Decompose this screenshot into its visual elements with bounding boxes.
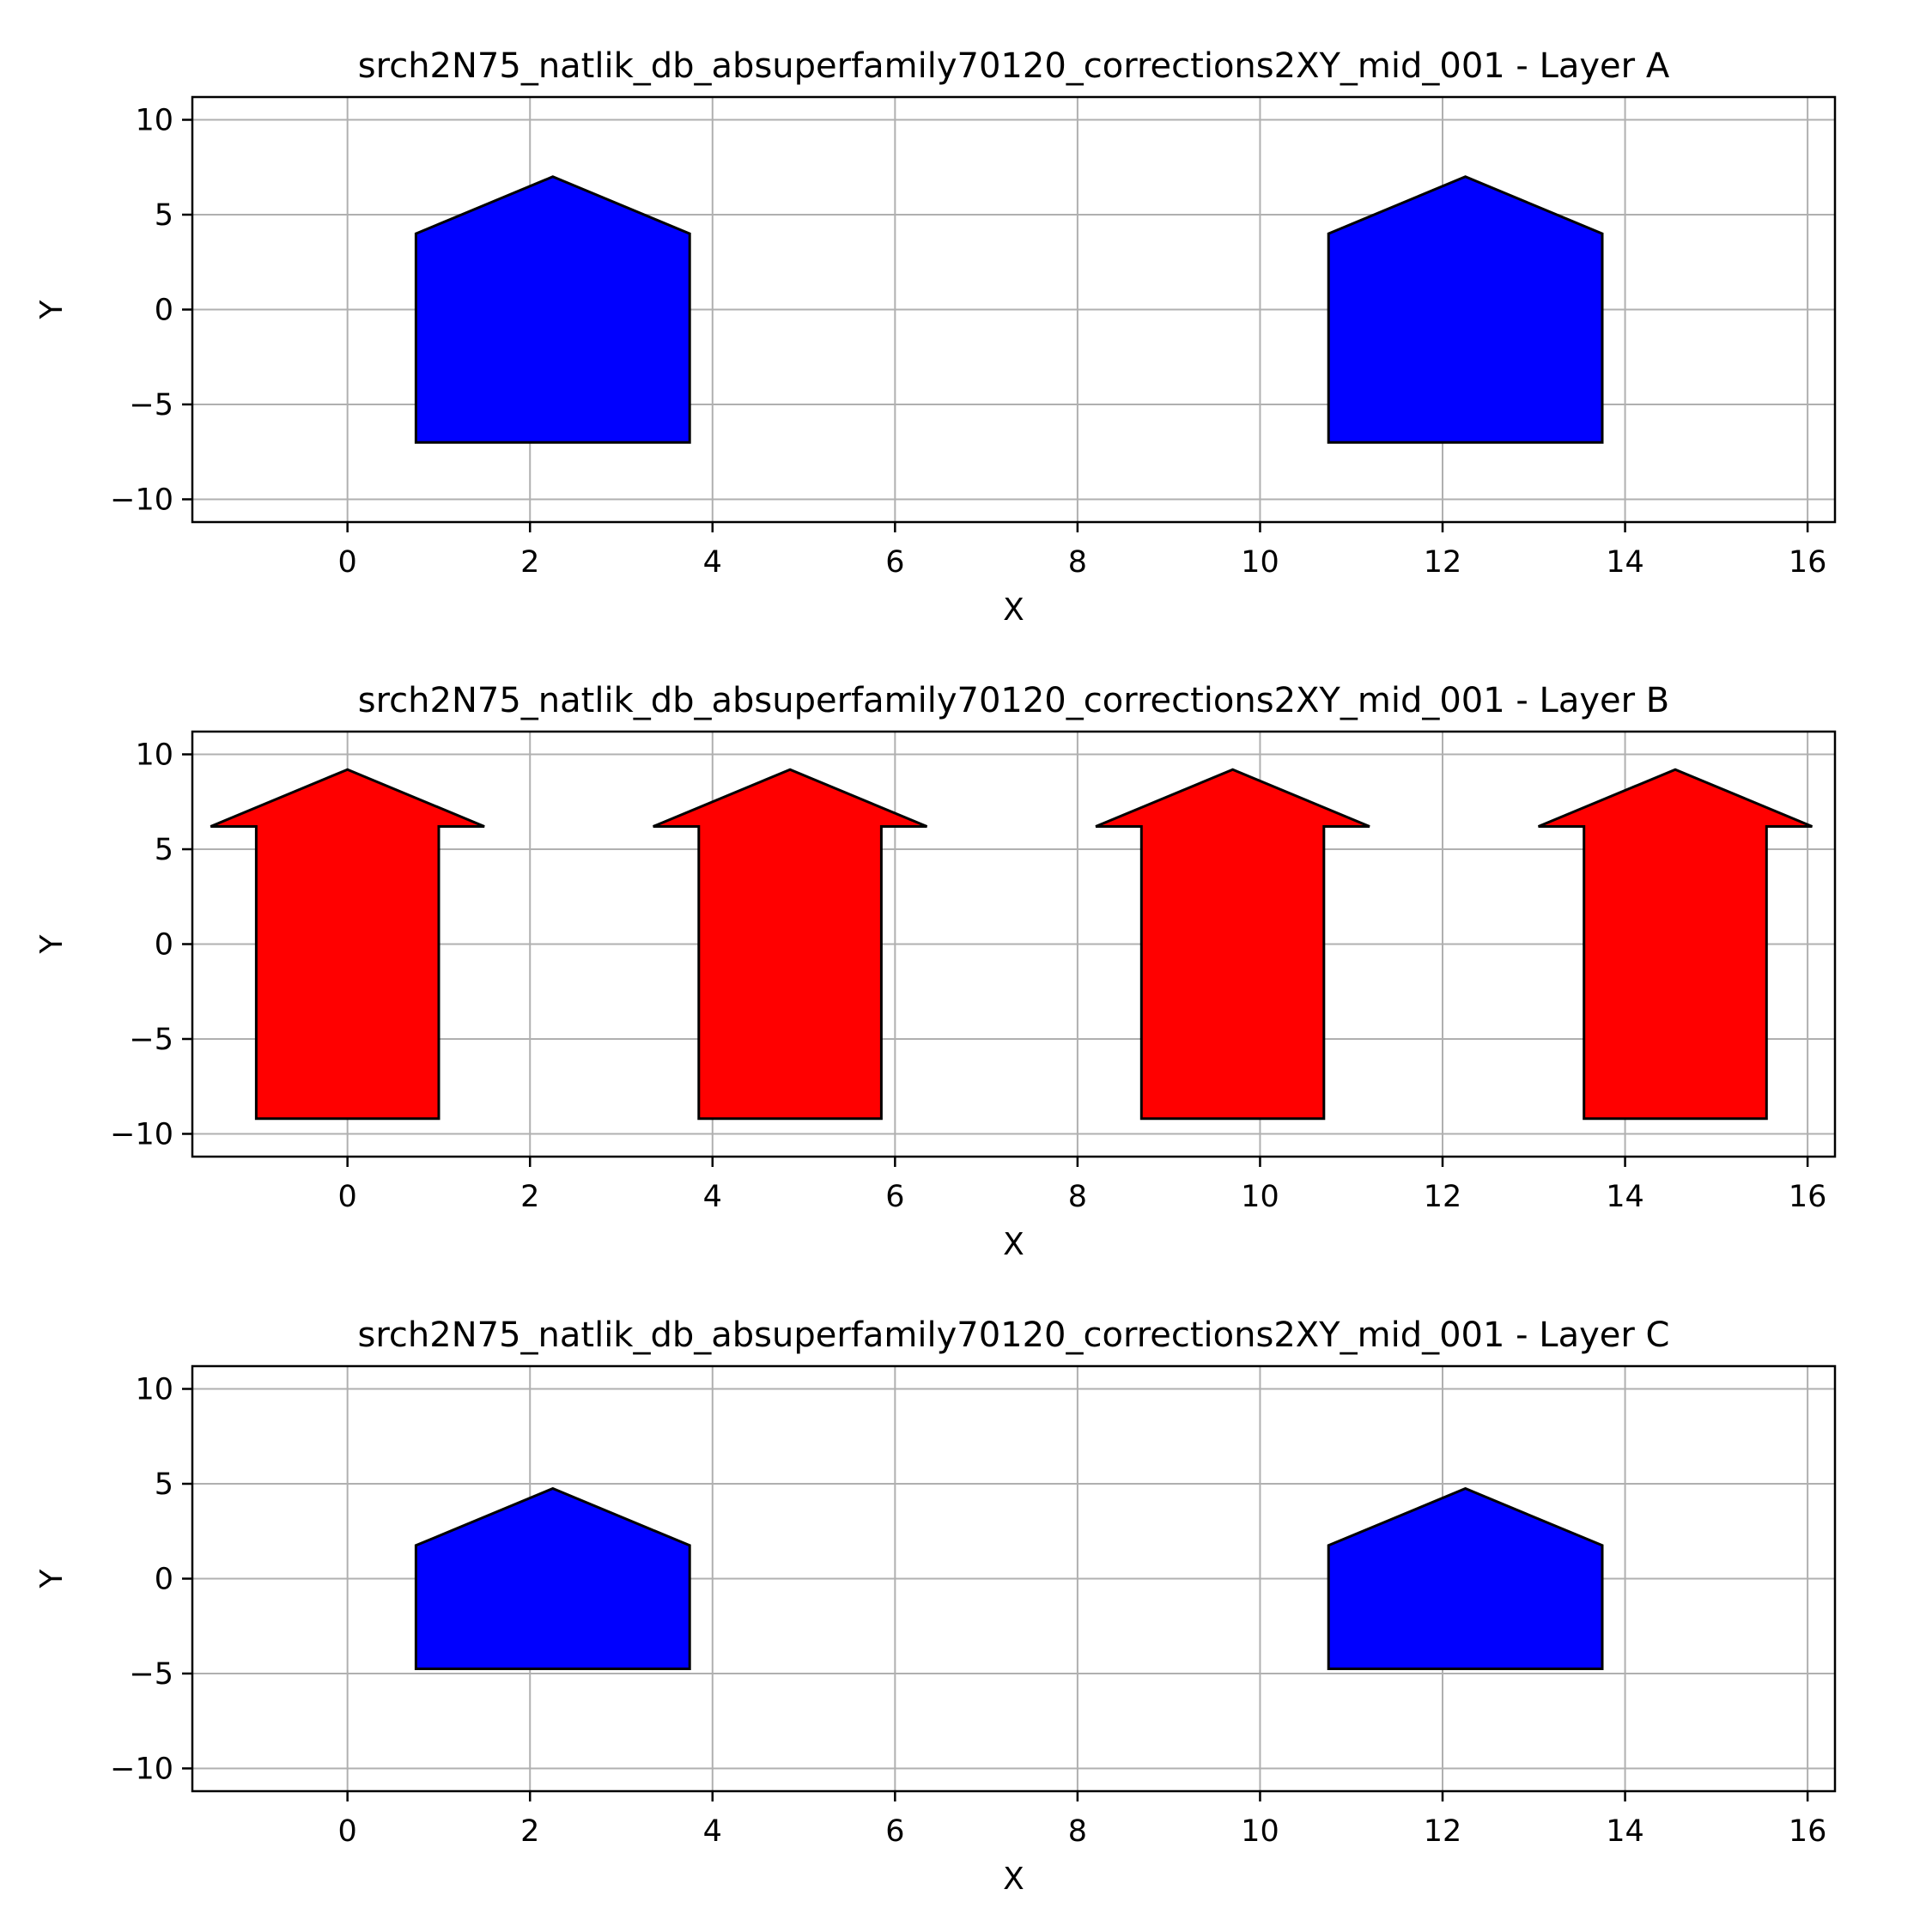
x-tick-label: 4 [703, 1180, 722, 1214]
chart-title: srch2N75_natlik_db_absuperfamily70120_co… [358, 1315, 1670, 1355]
x-tick-label: 16 [1789, 1814, 1827, 1849]
y-tick-label: 0 [155, 294, 173, 328]
x-tick-label: 12 [1424, 1180, 1462, 1214]
x-axis-label: X [1003, 1862, 1024, 1897]
x-tick-label: 14 [1606, 1814, 1644, 1849]
chart-title: srch2N75_natlik_db_absuperfamily70120_co… [358, 681, 1669, 720]
x-tick-label: 4 [703, 1814, 722, 1849]
subplot-3: srch2N75_natlik_db_absuperfamily70120_co… [34, 1315, 1837, 1897]
y-tick-label: 10 [135, 1373, 173, 1407]
x-tick-label: 10 [1241, 1814, 1279, 1849]
y-axis-label: Y [34, 1569, 70, 1589]
x-tick-label: 12 [1424, 1814, 1462, 1849]
x-tick-label: 8 [1068, 1814, 1087, 1849]
x-tick-label: 8 [1068, 545, 1087, 580]
x-tick-label: 8 [1068, 1180, 1087, 1214]
y-tick-label: 10 [135, 738, 173, 773]
y-tick-label: −10 [110, 1117, 173, 1151]
x-tick-label: 0 [338, 1814, 357, 1849]
x-tick-label: 0 [338, 545, 357, 580]
y-tick-label: −5 [129, 388, 173, 422]
y-tick-label: 0 [155, 1563, 173, 1597]
y-tick-label: −10 [110, 483, 173, 517]
chart-title: srch2N75_natlik_db_absuperfamily70120_co… [358, 46, 1670, 86]
x-tick-label: 2 [520, 1814, 539, 1849]
x-tick-label: 0 [338, 1180, 357, 1214]
shape-3 [1095, 768, 1370, 1121]
x-tick-label: 4 [703, 545, 722, 580]
shape-1 [414, 1486, 691, 1670]
x-axis-label: X [1003, 1227, 1024, 1262]
x-axis-label: X [1003, 592, 1024, 628]
x-tick-label: 12 [1424, 545, 1462, 580]
shape-2 [653, 768, 928, 1121]
y-tick-label: −5 [129, 1657, 173, 1692]
x-tick-label: 14 [1606, 545, 1644, 580]
shape-1 [414, 175, 691, 444]
subplot-1: srch2N75_natlik_db_absuperfamily70120_co… [34, 46, 1837, 628]
shape-2 [1327, 175, 1604, 444]
x-tick-label: 6 [885, 1180, 904, 1214]
y-tick-label: 10 [135, 104, 173, 138]
x-tick-label: 2 [520, 1180, 539, 1214]
x-tick-label: 6 [885, 1814, 904, 1849]
shape-2 [1327, 1486, 1604, 1670]
x-tick-label: 16 [1789, 545, 1827, 580]
y-tick-label: 5 [155, 833, 173, 867]
y-tick-label: −5 [129, 1023, 173, 1057]
x-tick-label: 10 [1241, 1180, 1279, 1214]
x-tick-label: 2 [520, 545, 539, 580]
x-tick-label: 14 [1606, 1180, 1644, 1214]
y-axis-label: Y [34, 300, 70, 320]
x-tick-label: 6 [885, 545, 904, 580]
y-tick-label: −10 [110, 1752, 173, 1786]
shape-1 [210, 768, 485, 1121]
y-axis-label: Y [34, 934, 70, 955]
shape-4 [1538, 768, 1813, 1121]
y-tick-label: 5 [155, 198, 173, 233]
y-tick-label: 0 [155, 928, 173, 963]
x-tick-label: 10 [1241, 545, 1279, 580]
y-tick-label: 5 [155, 1467, 173, 1502]
x-tick-label: 16 [1789, 1180, 1827, 1214]
subplot-2: srch2N75_natlik_db_absuperfamily70120_co… [34, 681, 1837, 1262]
